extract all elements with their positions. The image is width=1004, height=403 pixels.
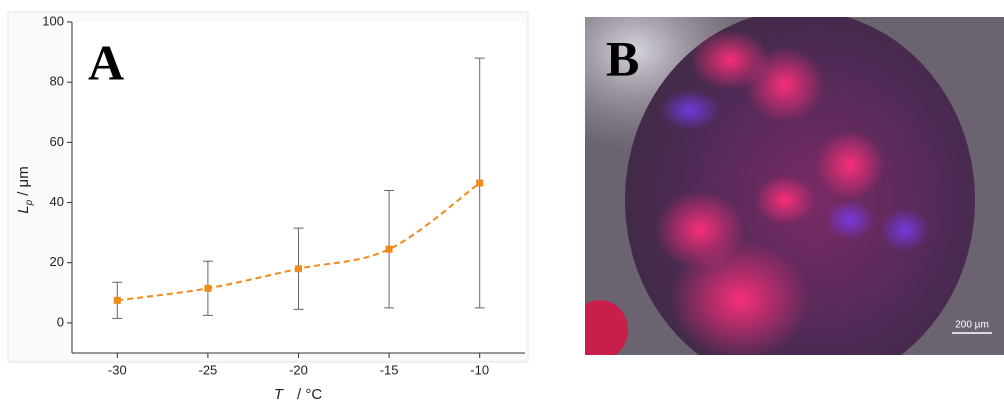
x-label-symbol: T <box>274 386 285 403</box>
y-label-subscript: p <box>24 199 35 206</box>
panel-label: B <box>606 30 639 86</box>
data-point <box>476 179 484 187</box>
x-tick-label: -30 <box>108 362 127 377</box>
x-tick-label: -25 <box>199 362 218 377</box>
data-point <box>385 245 393 253</box>
y-label-symbol: L <box>15 205 32 213</box>
x-axis-label: T / °C <box>274 386 323 403</box>
x-tick-label: -10 <box>470 362 489 377</box>
y-tick-label: 80 <box>50 74 64 89</box>
y-tick-label: 60 <box>50 134 64 149</box>
y-label-unit: / μm <box>15 166 32 195</box>
data-point <box>113 296 121 304</box>
y-tick-label: 100 <box>42 13 64 28</box>
x-label-unit: / °C <box>297 386 322 403</box>
x-tick-label: -20 <box>289 362 308 377</box>
x-tick-label: -15 <box>380 362 399 377</box>
chart: 0 20 40 60 80 100 -30 -25 -20 -15 -10 T / °C Lp / μm <box>15 13 525 403</box>
scale-bar-label: 200 µm <box>955 320 989 331</box>
data-point <box>204 284 212 292</box>
y-tick-label: 40 <box>50 194 64 209</box>
panel-label: A <box>88 34 124 90</box>
micrograph <box>585 17 1004 355</box>
y-tick-label: 0 <box>57 314 64 329</box>
data-point <box>295 265 302 273</box>
y-tick-label: 20 <box>50 254 64 269</box>
y-axis-label: Lp / μm <box>15 166 35 213</box>
